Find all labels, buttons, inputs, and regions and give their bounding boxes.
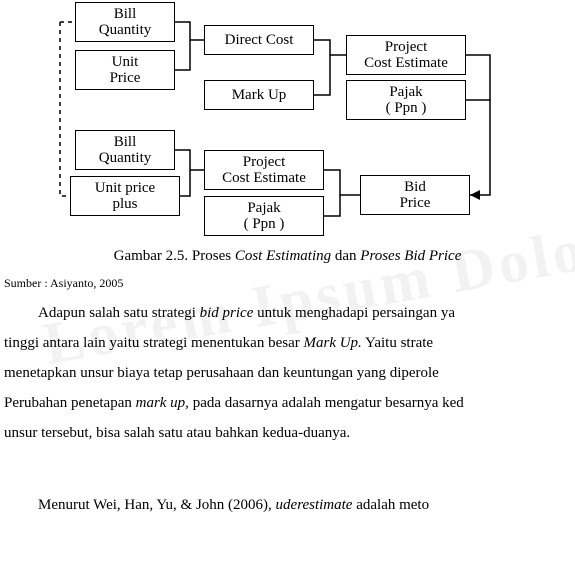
node-mark-up: Mark Up: [204, 80, 314, 110]
node-pajak-1: Pajak( Ppn ): [346, 80, 466, 120]
text-italic: uderestimate: [276, 497, 353, 513]
text: untuk menghadapi persaingan ya: [253, 305, 455, 321]
node-bid-price: BidPrice: [360, 175, 470, 215]
node-project-cost-estimate-1: ProjectCost Estimate: [346, 35, 466, 75]
node-label: UnitPrice: [110, 54, 141, 87]
node-label: Direct Cost: [225, 32, 294, 49]
figure-caption: Gambar 2.5. Proses Cost Estimating dan P…: [0, 248, 575, 265]
node-label: ProjectCost Estimate: [222, 154, 306, 187]
text: tinggi antara lain yaitu strategi menent…: [4, 335, 303, 351]
figure-source: Sumber : Asiyanto, 2005: [4, 276, 123, 291]
node-unit-price-1: UnitPrice: [75, 50, 175, 90]
text: Menurut Wei, Han, Yu, & John (2006),: [38, 497, 276, 513]
text: adalah meto: [352, 497, 429, 513]
text: unsur tersebut, bisa salah satu atau bah…: [4, 425, 350, 441]
page-canvas: Lorem Ipsum Dolor BillQuantity UnitPrice…: [0, 0, 575, 563]
node-label: ProjectCost Estimate: [364, 39, 448, 72]
node-project-cost-estimate-2: ProjectCost Estimate: [204, 150, 324, 190]
node-bill-quantity-2: BillQuantity: [75, 130, 175, 170]
text-italic: bid price: [200, 305, 254, 321]
text: Perubahan penetapan: [4, 395, 136, 411]
text: Adapun salah satu strategi: [38, 305, 200, 321]
node-label: BidPrice: [400, 179, 431, 212]
text: pada dasarnya adalah mengatur besarnya k…: [189, 395, 464, 411]
node-direct-cost: Direct Cost: [204, 25, 314, 55]
text-italic: mark up,: [136, 395, 189, 411]
node-bill-quantity-1: BillQuantity: [75, 2, 175, 42]
node-label: BillQuantity: [99, 134, 152, 167]
text: Yaitu strate: [362, 335, 433, 351]
caption-prefix: Gambar 2.5. Proses: [114, 248, 235, 264]
node-unit-price-plus: Unit priceplus: [70, 176, 180, 216]
caption-italic-2: Proses Bid Price: [360, 248, 461, 264]
caption-italic-1: Cost Estimating: [235, 248, 331, 264]
node-label: Mark Up: [232, 87, 287, 104]
caption-mid: dan: [331, 248, 360, 264]
text: menetapkan unsur biaya tetap perusahaan …: [4, 365, 439, 381]
node-label: BillQuantity: [99, 6, 152, 39]
body-paragraph-2: Menurut Wei, Han, Yu, & John (2006), ude…: [4, 490, 575, 520]
node-label: Unit priceplus: [95, 180, 155, 213]
node-label: Pajak( Ppn ): [386, 84, 427, 117]
body-paragraph-1: Adapun salah satu strategi bid price unt…: [4, 298, 575, 448]
node-pajak-2: Pajak( Ppn ): [204, 196, 324, 236]
node-label: Pajak( Ppn ): [244, 200, 285, 233]
text-italic: Mark Up.: [303, 335, 361, 351]
